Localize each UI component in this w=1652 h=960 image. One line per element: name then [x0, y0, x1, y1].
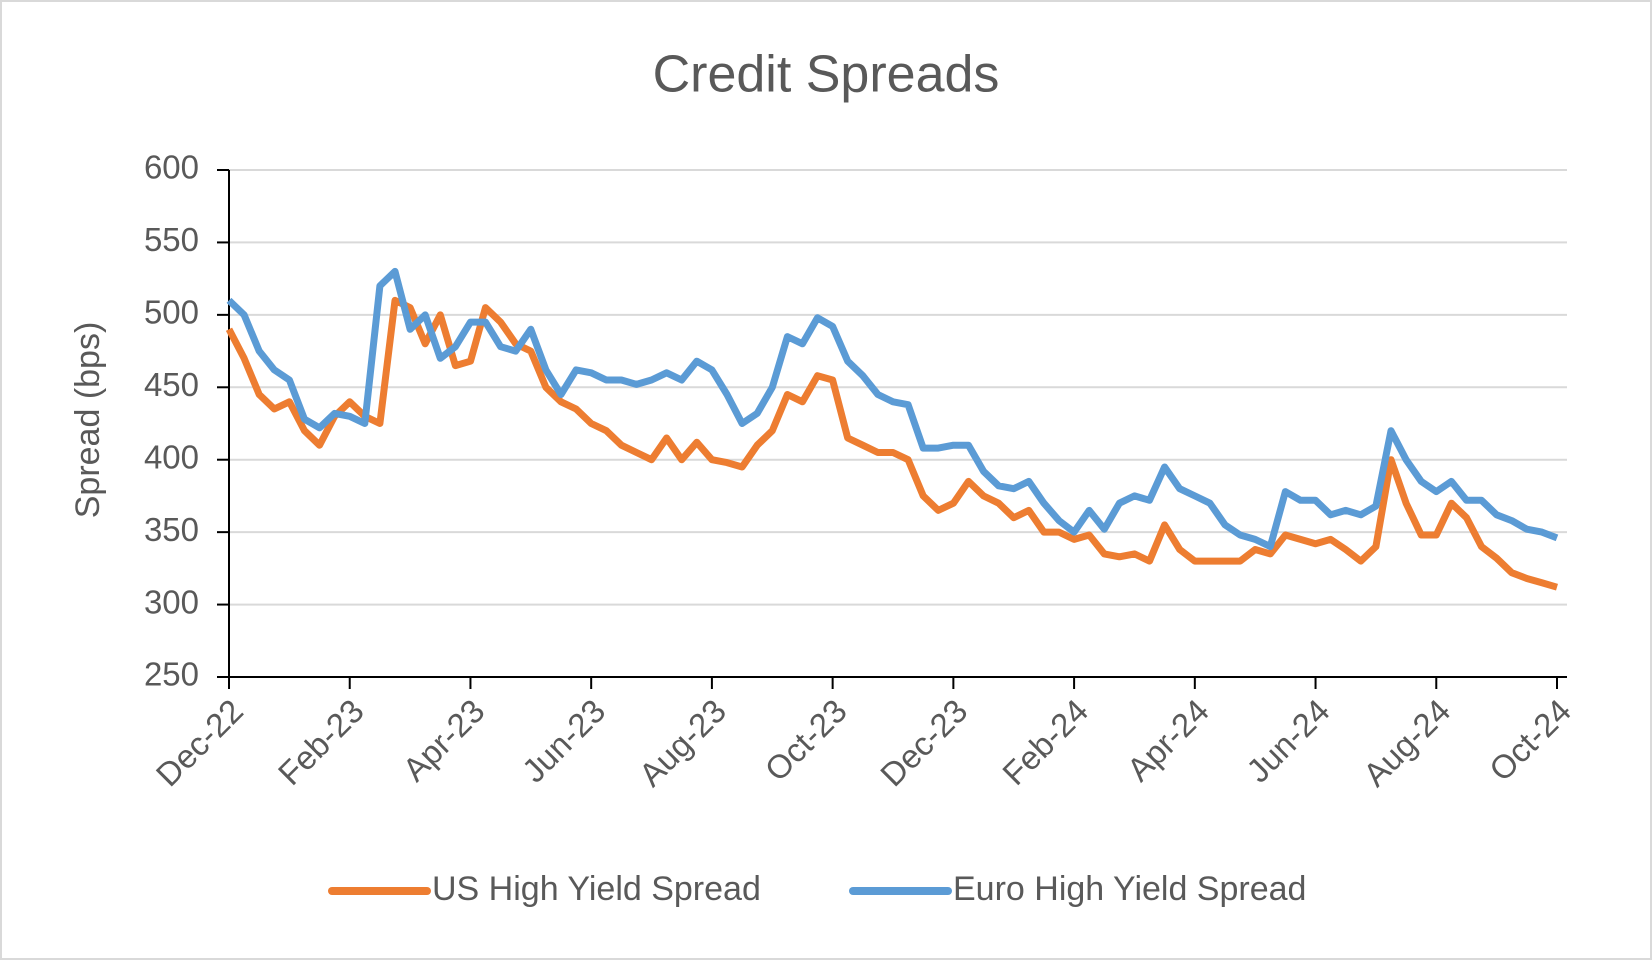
- y-tick-label: 500: [144, 294, 199, 331]
- y-tick-label: 550: [144, 221, 199, 258]
- y-axis-label: Spread (bps): [69, 322, 107, 519]
- y-tick-label: 600: [144, 149, 199, 186]
- chart-title: Credit Spreads: [653, 46, 1000, 104]
- legend-label: Euro High Yield Spread: [953, 870, 1306, 908]
- legend-label: US High Yield Spread: [432, 870, 761, 908]
- y-tick-label: 350: [144, 511, 199, 548]
- series-line: [226, 267, 1559, 551]
- y-tick-label: 400: [144, 438, 199, 475]
- y-tick-label: 300: [144, 583, 199, 620]
- y-tick-label: 450: [144, 366, 199, 403]
- y-tick-label: 250: [144, 656, 199, 693]
